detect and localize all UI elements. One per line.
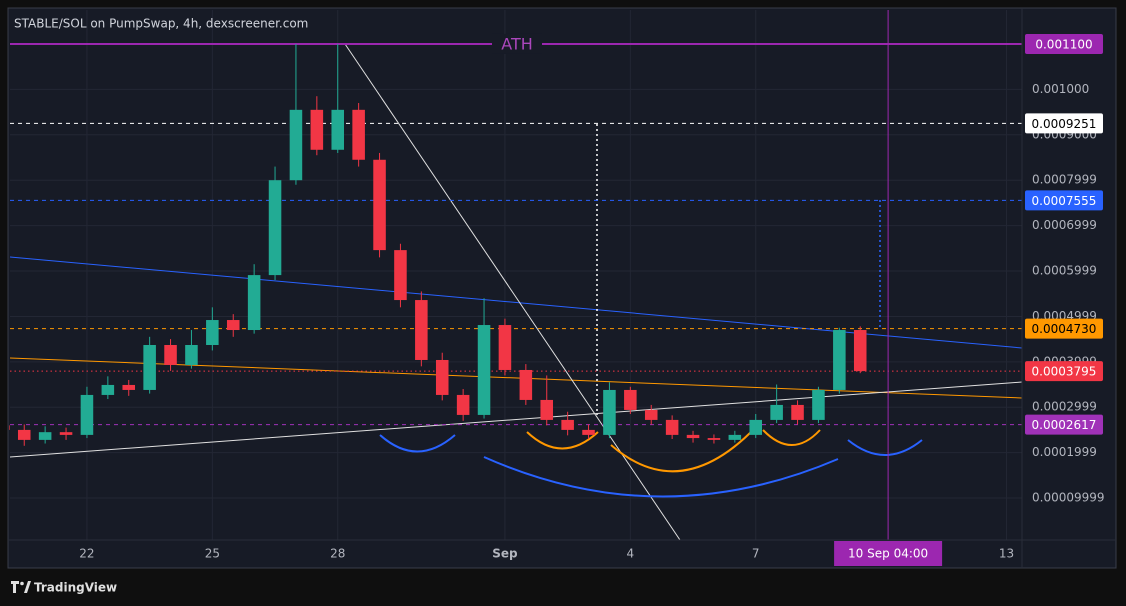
candle-body — [540, 399, 554, 420]
candle-body — [122, 384, 136, 390]
candle-body — [707, 438, 721, 440]
candle-body — [394, 250, 407, 301]
candle-body — [749, 419, 763, 435]
brand: TradingView — [34, 581, 117, 595]
arc — [526, 431, 599, 450]
x-tick-label: 4 — [627, 547, 635, 561]
x-tick-label: 25 — [205, 547, 220, 561]
candle-body — [331, 109, 345, 150]
candle-body — [268, 180, 282, 276]
candle-body — [289, 109, 303, 181]
candle-body — [352, 109, 365, 160]
price-badge-label: 0.0002617 — [1032, 418, 1097, 432]
candle-body — [373, 159, 386, 251]
chart-frame — [7, 7, 1117, 569]
crosshair-label: 10 Sep 04:00 — [848, 547, 928, 561]
price-badge-label: 0.0004730 — [1032, 322, 1097, 336]
price-badge-label: 0.0009251 — [1032, 117, 1097, 131]
candle-body — [812, 389, 825, 420]
candle-body — [853, 330, 867, 372]
y-tick-label: 0.00009999 — [1032, 491, 1105, 505]
arc — [483, 456, 839, 498]
candle-body — [247, 275, 261, 331]
trend-line — [9, 381, 1022, 458]
annotation: ATH — [501, 34, 533, 53]
candle-body — [561, 419, 574, 430]
price-badge-label: 0.0007555 — [1032, 194, 1097, 208]
price-badge — [1025, 113, 1103, 134]
price-badge — [1025, 414, 1103, 435]
candle-body — [833, 330, 846, 390]
drawings — [9, 43, 1022, 540]
x-tick-label: 28 — [330, 547, 345, 561]
annotation-bg — [492, 33, 542, 54]
x-tick-label: 7 — [752, 547, 760, 561]
trend-line — [344, 43, 681, 540]
candle-body — [9, 425, 10, 430]
candle-body — [80, 394, 94, 435]
arc — [379, 434, 456, 453]
candle-body — [498, 325, 512, 370]
candle-body — [206, 320, 219, 346]
price-badge — [1025, 33, 1103, 54]
y-tick-label: 0.0005999 — [1032, 264, 1097, 278]
candle-body — [310, 109, 324, 150]
arc — [847, 439, 923, 456]
price-badge — [1025, 318, 1103, 339]
x-tick-label: 22 — [79, 547, 94, 561]
candle-body — [624, 389, 637, 410]
candle-body — [59, 432, 73, 435]
y-tick-label: 0.0007999 — [1032, 173, 1097, 187]
candle-body — [101, 384, 115, 395]
price-badge-label: 0.001100 — [1035, 37, 1092, 51]
price-badge — [1025, 361, 1103, 382]
candle-body — [143, 345, 156, 390]
y-tick-label: 0.0006999 — [1032, 218, 1097, 232]
candle-body — [435, 359, 449, 395]
candle-body — [17, 429, 31, 440]
chart-title: STABLE/SOL on PumpSwap, 4h, dexscreener.… — [14, 17, 308, 31]
candle-body — [38, 432, 52, 440]
candle-body — [415, 300, 428, 360]
candle-body — [686, 434, 700, 439]
candle-body — [791, 404, 804, 420]
candle-body — [770, 404, 783, 420]
trend-line — [9, 357, 1022, 399]
x-tick-label: 13 — [999, 547, 1014, 561]
candle-body — [226, 320, 240, 331]
candle-body — [665, 419, 679, 435]
trend-line — [9, 256, 1022, 349]
price-badge — [1025, 190, 1103, 211]
y-tick-label: 0.0002999 — [1032, 400, 1097, 414]
logo — [11, 581, 31, 593]
price-badge-label: 0.0003795 — [1032, 365, 1097, 379]
candle-body — [603, 389, 616, 435]
candle-body — [164, 345, 177, 365]
x-tick-label: Sep — [492, 547, 518, 561]
candle-body — [456, 394, 470, 415]
candle-body — [519, 369, 533, 400]
candle-body — [477, 325, 491, 415]
arc — [762, 429, 821, 446]
y-tick-label: 0.0001999 — [1032, 445, 1097, 459]
arc — [610, 427, 756, 473]
candle-body — [582, 429, 595, 435]
candle-body — [185, 345, 198, 365]
y-tick-label: 0.001000 — [1032, 82, 1089, 96]
crosshair-badge — [834, 541, 943, 566]
candle-body — [644, 409, 658, 420]
candle-body — [728, 434, 742, 440]
